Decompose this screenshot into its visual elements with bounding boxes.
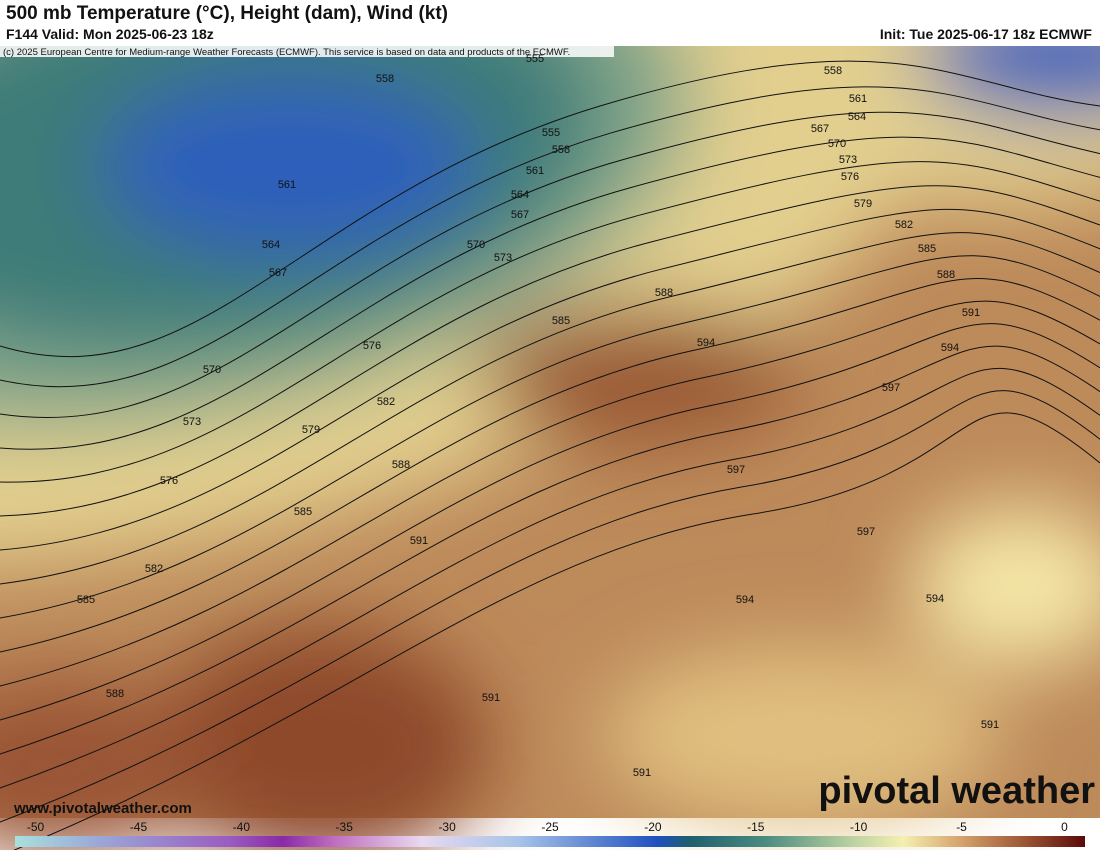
contour-label: 597	[882, 382, 900, 394]
contour-label: 576	[363, 340, 381, 352]
contour-label: 591	[981, 719, 999, 731]
contour-label: 588	[392, 459, 410, 471]
colorbar-tick-label: -45	[130, 820, 148, 834]
colorbar-tick-label: -35	[336, 820, 354, 834]
contour-label: 585	[552, 315, 570, 327]
contour-label: 558	[552, 144, 570, 156]
contour-label: 555	[526, 53, 544, 65]
contour-label: 579	[854, 198, 872, 210]
contour-label: 576	[160, 475, 178, 487]
contour-label: 561	[526, 165, 544, 177]
colorbar-tick-label: -15	[747, 820, 765, 834]
contour-label: 594	[697, 337, 715, 349]
contour-label: 555	[542, 127, 560, 139]
init-time: Init: Tue 2025-06-17 18z ECMWF	[879, 26, 1092, 42]
colorbar-tick-label: -10	[850, 820, 868, 834]
contour-label: 570	[828, 138, 846, 150]
contour-label: 573	[494, 252, 512, 264]
contour-line	[0, 323, 1100, 721]
contour-line	[0, 60, 1100, 357]
contour-label: 591	[962, 307, 980, 319]
colorbar-tick-label: -30	[438, 820, 456, 834]
colorbar-tick-label: -20	[644, 820, 662, 834]
contour-label: 567	[269, 267, 287, 279]
contour-line	[13, 412, 1100, 850]
contour-label: 564	[511, 189, 529, 201]
contour-label: 576	[841, 171, 859, 183]
colorbar	[15, 836, 1085, 847]
contour-label: 570	[203, 364, 221, 376]
contour-label: 591	[410, 535, 428, 547]
colorbar-tick-label: 0	[1061, 820, 1068, 834]
contour-line	[0, 185, 1100, 517]
contour-label: 591	[633, 767, 651, 779]
contour-line	[0, 136, 1100, 450]
contour-line	[0, 255, 1100, 619]
contour-label: 567	[511, 209, 529, 221]
contour-line	[0, 300, 1100, 687]
contour-label: 573	[183, 416, 201, 428]
colorbar-tick-label: -40	[233, 820, 251, 834]
colorbar-tick-label: -25	[541, 820, 559, 834]
contour-label: 561	[849, 93, 867, 105]
contour-label: 594	[926, 593, 944, 605]
contour-label: 558	[376, 73, 394, 85]
contour-line	[0, 278, 1100, 653]
contour-label: 585	[918, 243, 936, 255]
contour-label: 567	[811, 123, 829, 135]
contour-label: 597	[857, 526, 875, 538]
contour-label: 573	[839, 154, 857, 166]
valid-time: F144 Valid: Mon 2025-06-23 18z	[6, 26, 214, 42]
contour-label: 588	[655, 287, 673, 299]
contour-label: 564	[848, 111, 866, 123]
credit: (c) 2025 European Centre for Medium-rang…	[3, 47, 570, 58]
contour-line	[0, 111, 1100, 419]
contour-label: 582	[895, 219, 913, 231]
colorbar-tick-label: -50	[27, 820, 45, 834]
colorbar-tick-label: -5	[956, 820, 967, 834]
contour-line	[0, 390, 1100, 823]
contour-label: 585	[294, 506, 312, 518]
contour-line	[0, 232, 1100, 585]
contour-line	[0, 161, 1100, 483]
contour-line	[0, 368, 1100, 789]
map: (c) 2025 European Centre for Medium-rang…	[0, 46, 1100, 850]
contour-label: 594	[941, 342, 959, 354]
logo: pivotal weather	[818, 770, 1095, 812]
contour-label: 570	[467, 239, 485, 251]
contour-label: 585	[77, 594, 95, 606]
contour-label: 561	[278, 179, 296, 191]
contour-label: 594	[736, 594, 754, 606]
contour-label: 597	[727, 464, 745, 476]
contour-label: 588	[937, 269, 955, 281]
contour-label: 579	[302, 424, 320, 436]
contour-label: 588	[106, 688, 124, 700]
contour-label: 582	[377, 396, 395, 408]
contour-label: 591	[482, 692, 500, 704]
contour-line	[0, 345, 1100, 755]
title: 500 mb Temperature (°C), Height (dam), W…	[6, 3, 449, 24]
contour-line	[0, 208, 1100, 551]
contour-label: 582	[145, 563, 163, 575]
contour-line	[0, 86, 1100, 388]
website: www.pivotalweather.com	[13, 800, 192, 817]
contour-label: 558	[824, 65, 842, 77]
contour-label: 564	[262, 239, 280, 251]
